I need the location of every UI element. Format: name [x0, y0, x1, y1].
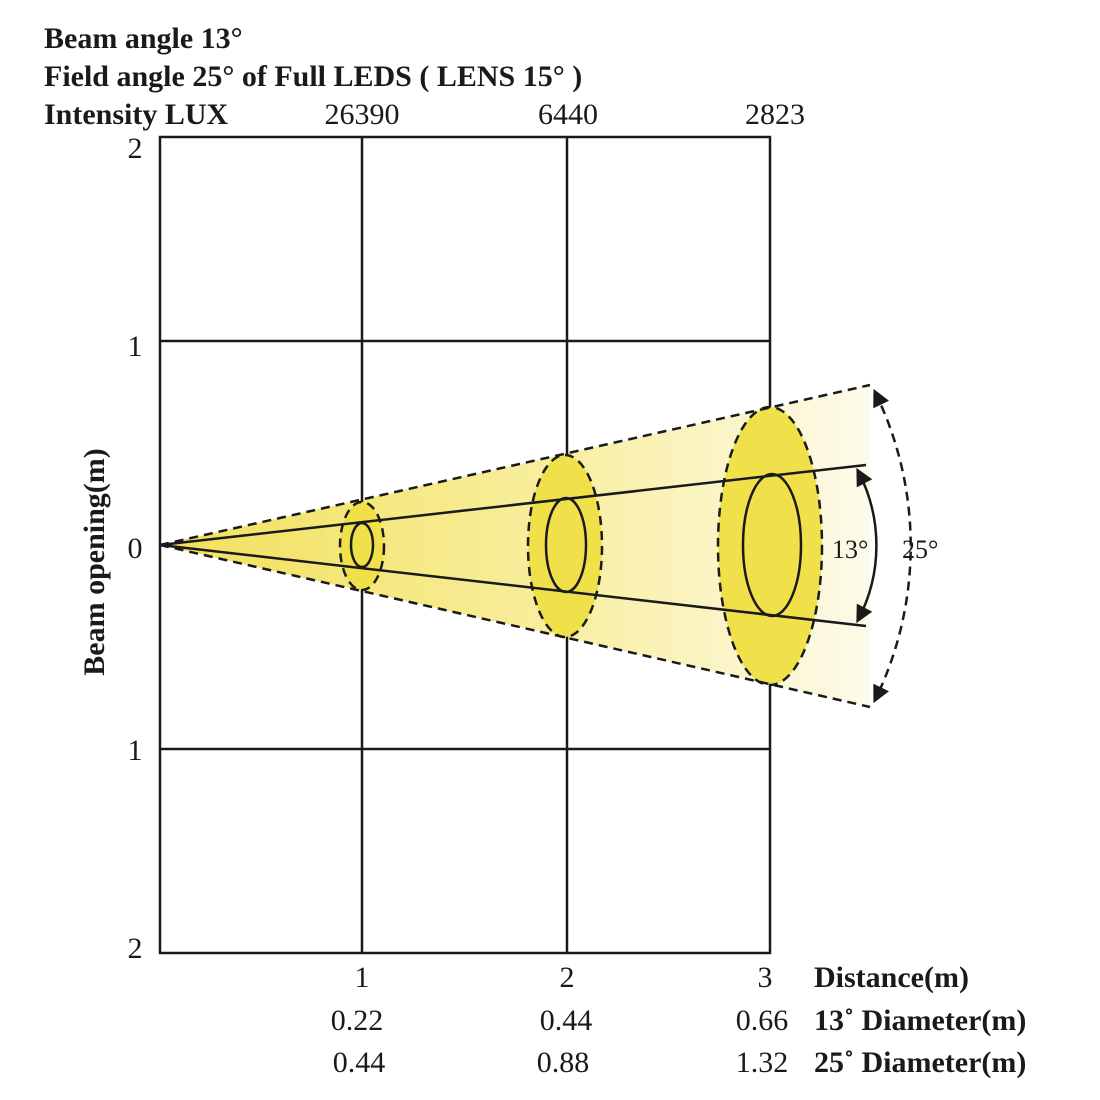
field-angle-title: Field angle 25° of Full LEDS ( LENS 15° …: [44, 60, 582, 93]
field-cone: [160, 385, 870, 707]
intensity-value-2m: 6440: [538, 98, 598, 131]
field-diameter-3m: 1.32: [736, 1046, 789, 1079]
y-tick-top-2: 2: [128, 132, 143, 165]
beam-edge-upper: [159, 463, 867, 547]
beam-diameter-3m: 0.66: [736, 1004, 789, 1037]
intensity-value-1m: 26390: [325, 98, 400, 131]
x-tick-3m: 3: [758, 961, 773, 994]
field-diameter-label: 25˚ Diameter(m): [814, 1046, 1026, 1079]
field-angle-label: 25°: [902, 535, 938, 564]
intensity-label: Intensity LUX: [44, 98, 229, 131]
beam-diameter-1m: 0.22: [331, 1004, 384, 1037]
field-spot-1m: [338, 500, 386, 592]
field-edge-lower: [159, 543, 871, 709]
y-axis-label: Beam opening(m): [78, 448, 111, 676]
x-tick-1m: 1: [355, 961, 370, 994]
beam-edge-lower: [159, 543, 867, 628]
x-tick-2m: 2: [560, 961, 575, 994]
y-tick-bottom-1: 1: [128, 734, 143, 767]
x-axis-label: Distance(m): [814, 961, 969, 994]
y-tick-zero: 0: [128, 532, 143, 565]
beam-diameter-label: 13˚ Diameter(m): [814, 1004, 1026, 1037]
beam-diameter-2m: 0.44: [540, 1004, 593, 1037]
field-edge-upper: [159, 383, 871, 547]
field-diameter-1m: 0.44: [333, 1046, 386, 1079]
intensity-value-3m: 2823: [745, 98, 805, 131]
beam-angle-label: 13°: [832, 535, 868, 564]
y-tick-bottom-2: 2: [128, 932, 143, 965]
field-angle-arc: [873, 388, 912, 704]
field-spot-3m: [716, 405, 824, 687]
field-diameter-2m: 0.88: [537, 1046, 590, 1079]
beam-angle-title: Beam angle 13°: [44, 22, 243, 55]
field-spot-2m: [526, 453, 604, 639]
y-tick-top-1: 1: [128, 330, 143, 363]
